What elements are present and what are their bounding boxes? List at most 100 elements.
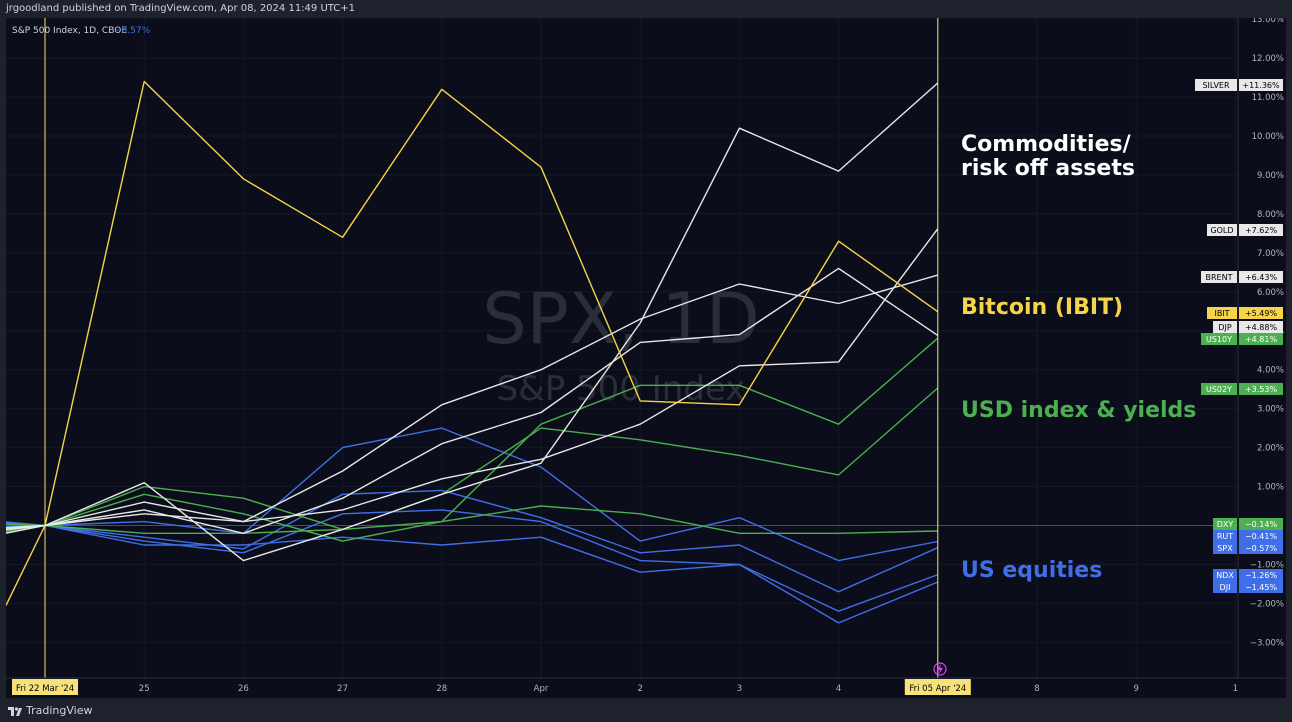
usd-annotation-line: USD index & yields <box>961 398 1196 423</box>
series-name-tag-dji <box>1213 581 1237 593</box>
y-tick-label: 13.00% <box>1252 18 1284 25</box>
y-tick-label: −1.00% <box>1250 560 1284 570</box>
x-tick-label: 1 <box>1233 684 1238 694</box>
y-axis[interactable]: 13.00% 12.00% 11.00% 10.00% 9.00% 8.00% 7.00% 6… <box>1237 15 1286 698</box>
series-line-dxy <box>5 505 938 534</box>
series-value-label-rut: −0.41% <box>1245 532 1278 541</box>
series-value-tag-ndx <box>1239 569 1283 581</box>
series-name-label-us10y: US10Y <box>1206 335 1232 344</box>
y-tick-label: 10.00% <box>1252 132 1284 142</box>
y-tick-label: 8.00% <box>1257 210 1284 220</box>
series-name-label-brent: BRENT <box>1206 273 1233 282</box>
series-value-label-ibit: +5.49% <box>1245 309 1278 318</box>
y-axis-background <box>1238 18 1286 678</box>
x-tick-highlight <box>12 679 78 695</box>
series-name-label-spx: SPX <box>1217 544 1233 553</box>
x-tick-label: 2 <box>637 684 642 694</box>
series-value-label-us10y: +4.81% <box>1245 335 1278 344</box>
x-tick-label: 8 <box>1034 684 1039 694</box>
series-value-tag-silver <box>1239 79 1283 91</box>
crosshair <box>44 18 939 678</box>
series-value-tag-dji <box>1239 581 1283 593</box>
series-name-tag-dxy <box>1213 518 1237 530</box>
y-tick-label: 9.00% <box>1257 171 1284 181</box>
brand-label: TradingView <box>26 704 93 717</box>
series-layer <box>5 80 939 624</box>
series-name-tag-djp <box>1213 321 1237 333</box>
series-value-tag-djp <box>1239 321 1283 333</box>
x-tick-label: 25 <box>139 684 150 694</box>
bitcoin-annotation-line: Bitcoin (IBIT) <box>961 295 1123 320</box>
watermark-symbol: SPX, 1D <box>482 278 760 360</box>
series-name-label-dxy: DXY <box>1217 520 1234 529</box>
tradingview-logo[interactable]: TradingView <box>8 700 92 722</box>
y-tick-label: 6.00% <box>1257 288 1284 298</box>
series-line-spx <box>5 489 939 593</box>
series-value-tag-us02y <box>1239 383 1283 395</box>
series-name-tag-rut <box>1213 530 1237 542</box>
series-value-tag-us10y <box>1239 333 1283 345</box>
series-value-label-djp: +4.88% <box>1245 323 1278 332</box>
equities-annotation-line: US equities <box>961 558 1102 583</box>
lightning-icon[interactable] <box>933 662 947 676</box>
chart-change: −0.57% <box>114 26 151 36</box>
series-value-tag-rut <box>1239 530 1283 542</box>
publish-header: jrgoodland published on TradingView.com,… <box>0 0 1292 18</box>
y-tick-label: 2.00% <box>1257 444 1284 454</box>
series-value-tag-brent <box>1239 271 1283 283</box>
series-line-dji <box>5 521 939 624</box>
series-line-gold <box>5 228 939 529</box>
series-name-label-djp: DJP <box>1218 323 1232 332</box>
series-name-tag-silver <box>1195 79 1237 91</box>
series-value-tag-spx <box>1239 542 1283 554</box>
x-axis[interactable]: Fri 22 Mar '24 25 26 27 28 Apr 2 3 4 Fri 05 Apr '… <box>6 677 1286 698</box>
y-tick-label: −2.00% <box>1250 599 1284 609</box>
series-line-djp <box>5 267 939 534</box>
series-line-ndx <box>5 509 939 612</box>
watermark: SPX, 1D S&P 500 Index <box>482 278 760 409</box>
watermark-name: S&P 500 Index <box>497 369 746 409</box>
y-tick-label: 3.00% <box>1257 405 1284 415</box>
x-tick-label: 27 <box>337 684 348 694</box>
series-name-label-silver: SILVER <box>1202 81 1230 90</box>
series-name-label-ndx: NDX <box>1216 571 1234 580</box>
series-line-brent <box>5 274 938 531</box>
plot-background <box>6 18 1286 698</box>
x-tick-highlight <box>904 679 971 695</box>
series-value-label-brent: +6.43% <box>1245 273 1278 282</box>
series-name-label-gold: GOLD <box>1210 226 1233 235</box>
chart-title: S&P 500 Index, 1D, CBOE −0.57% <box>12 26 151 36</box>
tradingview-icon <box>8 706 22 716</box>
x-tick-label: 26 <box>238 684 249 694</box>
series-value-tag-ibit <box>1239 307 1283 319</box>
x-axis-background <box>6 678 1286 698</box>
chart-symbol: S&P 500 Index, 1D, CBOE <box>12 26 127 36</box>
series-name-label-dji: DJI <box>1220 583 1231 592</box>
x-tick-label: 9 <box>1133 684 1138 694</box>
series-name-tag-gold <box>1207 224 1237 236</box>
series-value-label-silver: +11.36% <box>1242 81 1280 90</box>
series-labels: SILVER +11.36% GOLD +7.62% BRENT +6.43% DJP +4.… <box>1195 79 1283 593</box>
series-name-tag-us02y <box>1201 383 1237 395</box>
x-tick-label: Apr <box>534 684 549 694</box>
series-value-tag-dxy <box>1239 518 1283 530</box>
series-value-label-spx: −0.57% <box>1245 544 1278 553</box>
series-name-tag-brent <box>1201 271 1237 283</box>
series-name-tag-us10y <box>1201 333 1237 345</box>
series-value-tag-gold <box>1239 224 1283 236</box>
y-tick-label: 7.00% <box>1257 249 1284 259</box>
series-name-label-rut: RUT <box>1217 532 1233 541</box>
y-tick-label: 12.00% <box>1252 54 1284 64</box>
x-tick-label: 28 <box>436 684 447 694</box>
chart-container[interactable]: SPX, 1D S&P 500 Index Commodities/risk o… <box>5 15 1286 698</box>
gridlines <box>6 18 1238 678</box>
x-tick-label: 4 <box>836 684 841 694</box>
y-tick-label: 4.00% <box>1257 366 1284 376</box>
series-name-tag-ndx <box>1213 569 1237 581</box>
chart-svg[interactable]: SPX, 1D S&P 500 Index Commodities/risk o… <box>5 15 1286 698</box>
series-value-label-us02y: +3.53% <box>1245 385 1278 394</box>
series-name-tag-spx <box>1213 542 1237 554</box>
series-value-label-ndx: −1.26% <box>1245 571 1278 580</box>
series-name-label-us02y: US02Y <box>1206 385 1232 394</box>
y-tick-label: 11.00% <box>1252 93 1284 103</box>
